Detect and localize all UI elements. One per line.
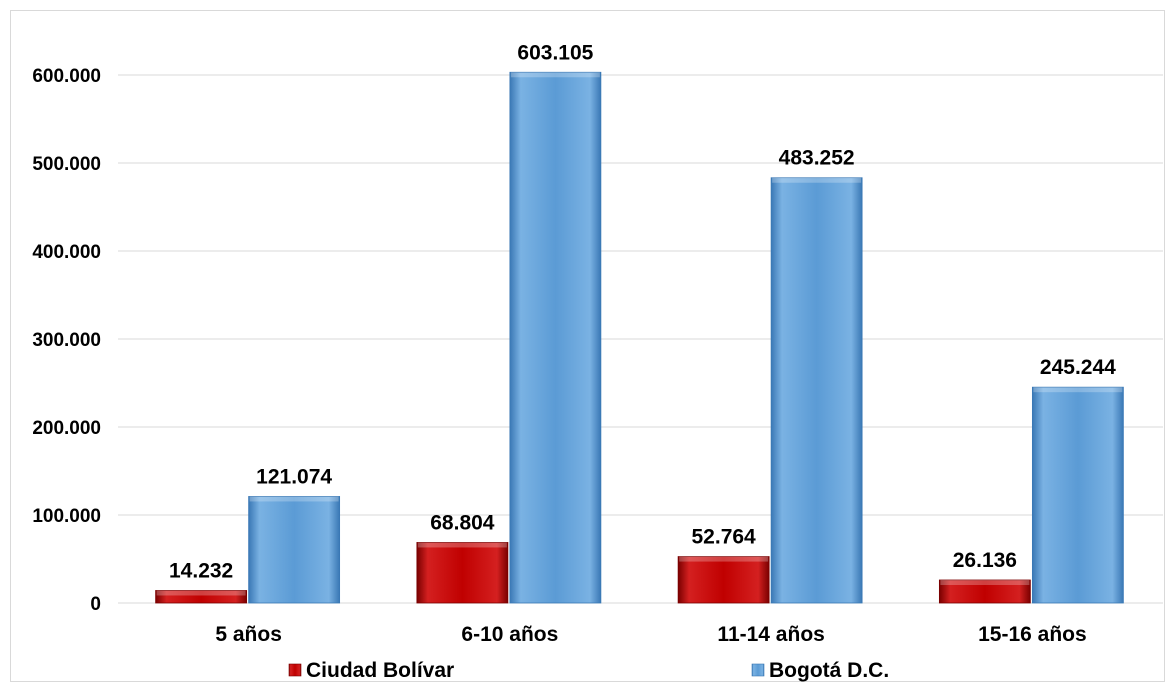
x-axis-category-labels: 5 años 6-10 años 11-14 años 15-16 años <box>215 623 1086 646</box>
y-tick-label: 300.000 <box>32 330 101 351</box>
data-label: 52.764 <box>692 526 757 549</box>
data-label: 483.252 <box>779 147 855 170</box>
bar <box>677 556 770 604</box>
bars <box>155 71 1124 604</box>
bar <box>248 496 341 604</box>
legend-swatch <box>288 663 302 677</box>
bar <box>416 542 509 604</box>
legend: Ciudad Bolívar Bogotá D.C. <box>288 659 889 682</box>
bar <box>770 177 863 604</box>
legend-label: Bogotá D.C. <box>769 659 889 682</box>
y-tick-label: 100.000 <box>32 506 101 527</box>
legend-swatch <box>751 663 765 677</box>
bar <box>938 579 1031 604</box>
data-labels: 14.232 121.074 68.804 603.105 52.764 483.252 2… <box>169 41 1116 582</box>
y-tick-label: 0 <box>90 594 101 615</box>
x-category-label: 15-16 años <box>978 623 1087 646</box>
bar-highlight <box>249 496 339 502</box>
y-tick-label: 500.000 <box>32 154 101 175</box>
x-category-label: 11-14 años <box>717 623 824 646</box>
y-tick-label: 200.000 <box>32 418 101 439</box>
bar <box>509 71 602 604</box>
bar-highlight <box>1033 387 1123 393</box>
data-label: 603.105 <box>517 41 593 64</box>
data-label: 245.244 <box>1040 356 1116 379</box>
bar-highlight <box>417 542 507 548</box>
bar-highlight <box>679 556 769 562</box>
y-tick-label: 600.000 <box>32 66 101 87</box>
x-category-label: 5 años <box>215 623 282 646</box>
bar <box>155 590 248 604</box>
data-label: 68.804 <box>430 511 495 534</box>
bar-highlight <box>940 580 1030 586</box>
data-label: 14.232 <box>169 559 233 582</box>
bar-highlight <box>156 590 246 596</box>
chart-frame <box>10 10 1165 682</box>
y-tick-label: 400.000 <box>32 242 101 263</box>
x-category-label: 6-10 años <box>461 623 558 646</box>
data-label: 26.136 <box>953 549 1017 572</box>
data-label: 121.074 <box>256 465 332 488</box>
bar-highlight <box>772 177 862 183</box>
bar <box>1031 386 1124 604</box>
bar-highlight <box>510 72 600 78</box>
y-axis-tick-labels: 0 100.000 200.000 300.000 400.000 500.000 600.… <box>32 66 101 615</box>
legend-label: Ciudad Bolívar <box>306 659 454 682</box>
